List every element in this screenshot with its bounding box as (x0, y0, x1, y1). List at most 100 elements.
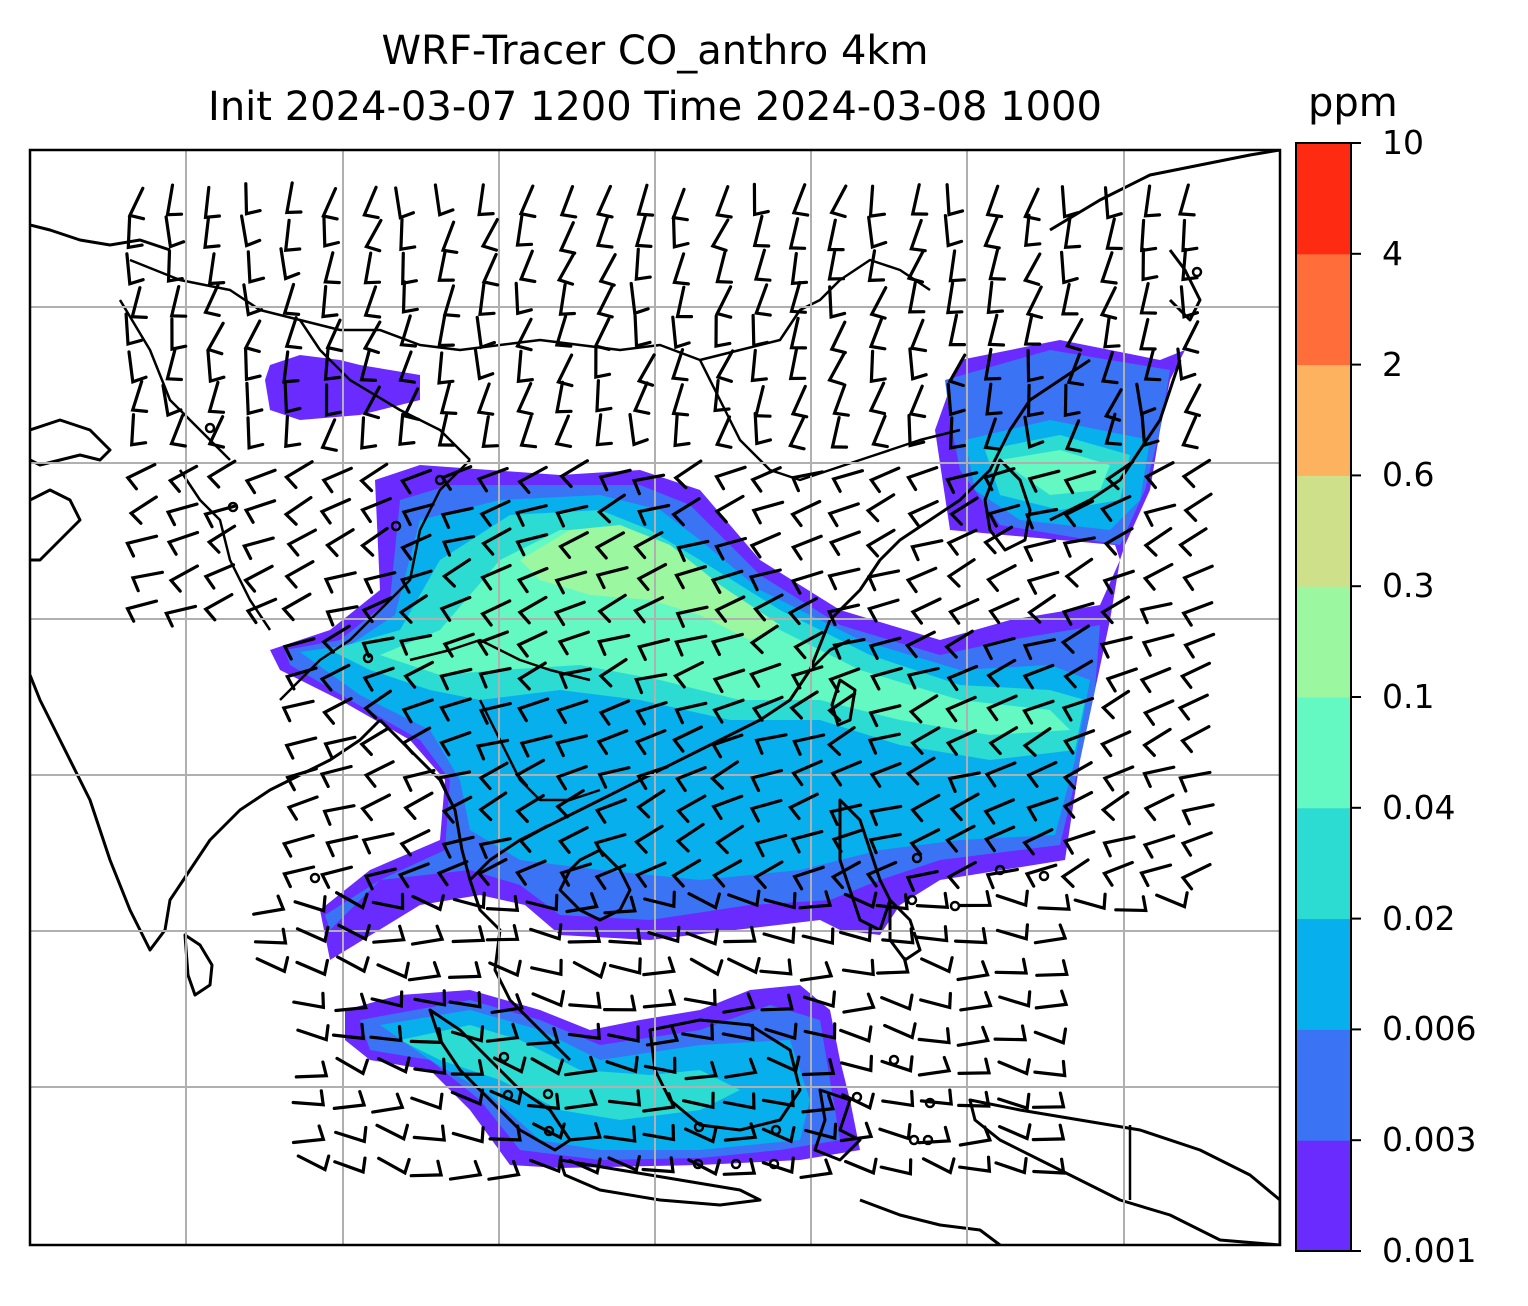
wind-barb (907, 280, 926, 314)
wind-barb (1183, 383, 1202, 417)
wind-barb (555, 734, 588, 758)
wind-barb (411, 894, 445, 912)
wind-barb (489, 1087, 523, 1106)
wind-barb (983, 216, 1001, 250)
wind-barb (908, 347, 928, 381)
colorbar-tick-label: 0.006 (1382, 1009, 1477, 1049)
wind-barb (361, 596, 393, 624)
wind-barb (986, 694, 1018, 722)
wind-barb (1024, 507, 1059, 530)
wind-barb (712, 668, 746, 694)
wind-barb (880, 993, 914, 1012)
wind-barb (1100, 350, 1119, 385)
wind-barb (830, 416, 849, 449)
wind-barb (478, 283, 496, 317)
wind-barb (867, 215, 888, 250)
calm-wind-marker (692, 1158, 704, 1170)
wind-barb (284, 560, 315, 589)
wind-barb (674, 565, 707, 590)
wind-barb (868, 636, 902, 660)
wind-barb (241, 536, 275, 561)
wind-barb (917, 1027, 951, 1045)
wind-barb (801, 1093, 836, 1114)
wind-barb (399, 314, 417, 348)
wind-barb (1035, 959, 1069, 977)
colorbar-tick-label: 10 (1382, 123, 1424, 162)
calm-wind-marker (498, 1051, 510, 1063)
wind-barb (284, 316, 303, 350)
calm-wind-marker (770, 1124, 782, 1136)
wind-barb (753, 593, 784, 622)
wind-barb (753, 411, 772, 446)
wind-barb (556, 252, 576, 286)
colorbar-segment (1296, 475, 1351, 587)
wind-barb (410, 1092, 444, 1111)
wind-barb (126, 215, 144, 250)
wind-barb (946, 664, 979, 692)
wind-barb (789, 280, 807, 314)
wind-barb (285, 767, 318, 792)
wind-barb (165, 183, 184, 217)
wind-barb (398, 350, 416, 384)
calm-wind-marker (851, 1091, 863, 1103)
wind-barb (441, 795, 473, 824)
wind-barb (597, 593, 627, 623)
wind-barb (671, 497, 701, 527)
wind-barb (1104, 412, 1123, 446)
wind-barb (632, 381, 651, 415)
calm-wind-marker (906, 894, 918, 906)
wind-barb (879, 1158, 913, 1176)
wind-barb (1139, 667, 1172, 694)
wind-barb (283, 380, 302, 414)
borneo-outline (648, 1018, 802, 1132)
calm-wind-marker (888, 1054, 900, 1066)
wind-barb (945, 183, 965, 217)
wind-barb (281, 699, 315, 723)
wind-barb (1142, 765, 1176, 788)
wind-barb (362, 185, 380, 220)
wind-barb (296, 1154, 331, 1172)
wind-barb (721, 1023, 755, 1042)
wind-barb (868, 832, 902, 855)
wind-barb (684, 1060, 719, 1081)
wind-barb (958, 1125, 993, 1147)
wind-barb (827, 502, 860, 528)
wind-barb (828, 667, 861, 693)
wind-barb (751, 500, 785, 525)
wind-barb (1114, 895, 1148, 913)
wind-barb (759, 958, 793, 976)
wind-barb (1155, 891, 1189, 909)
wind-barb (839, 924, 872, 943)
wind-barb (319, 764, 353, 789)
wind-barb (634, 729, 667, 756)
wind-barb (993, 1024, 1028, 1042)
wind-barb (801, 927, 835, 946)
wind-barb (281, 833, 315, 858)
wind-barb (448, 1159, 483, 1181)
wind-barb (671, 383, 690, 417)
wind-barb (1139, 317, 1157, 351)
wind-barb (787, 792, 819, 821)
wind-barb (790, 499, 822, 528)
wind-barb (908, 384, 927, 419)
wind-barb (633, 596, 665, 624)
wind-barb (398, 412, 416, 447)
wind-barb (641, 1156, 675, 1174)
wind-barb (564, 1089, 598, 1110)
wind-barb (753, 385, 772, 418)
wind-barb (361, 832, 395, 855)
wind-barb (910, 726, 941, 755)
wind-barb (634, 214, 653, 248)
wind-barb (671, 725, 703, 753)
wind-barb (868, 381, 887, 416)
wind-barb (595, 215, 614, 249)
wind-barb (988, 597, 1020, 625)
wind-barb (839, 1025, 873, 1043)
wind-barb (475, 738, 510, 761)
calm-wind-marker (434, 474, 446, 486)
wind-barb (681, 1023, 715, 1041)
colorbar (1295, 142, 1361, 1252)
wind-barb (956, 1025, 990, 1047)
wind-barb (325, 605, 359, 627)
wind-barb (477, 183, 495, 217)
